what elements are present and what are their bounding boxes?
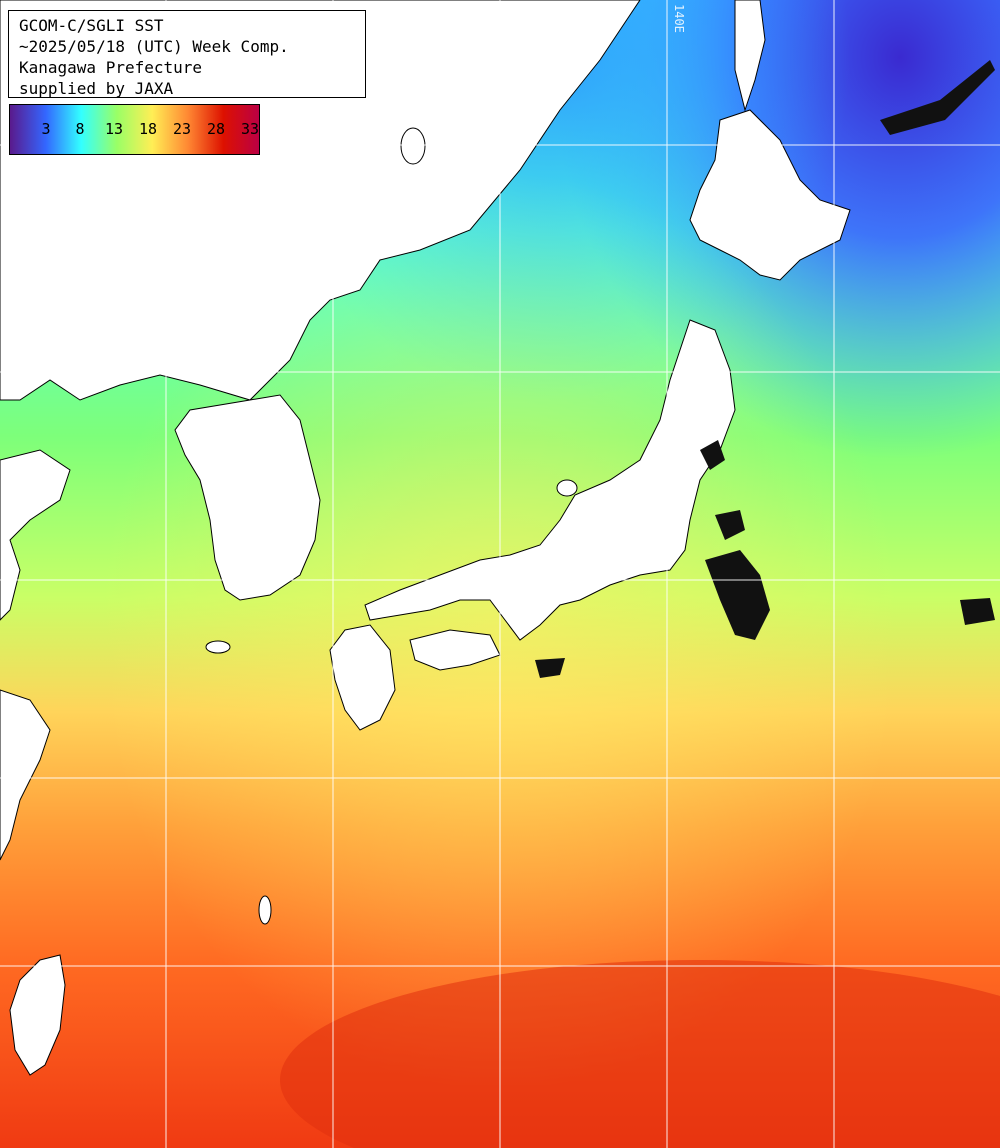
land-masses (0, 0, 851, 1076)
land-china-south (0, 689, 51, 861)
latitude-label: 40N (12, 354, 34, 368)
land-honshu (364, 319, 736, 641)
land-china-coast (0, 449, 71, 621)
land-island-sado (556, 479, 578, 497)
legend-tick-label: 28 (206, 120, 226, 138)
legend-tick-label: 3 (41, 120, 51, 138)
land-taiwan (9, 954, 66, 1076)
cloud-offshore-a (705, 550, 770, 640)
legend-tick-label: 18 (138, 120, 158, 138)
cloud-kii (535, 658, 565, 678)
legend-tick-label: 13 (104, 120, 124, 138)
legend-color-bar (10, 105, 259, 154)
cloud-east (960, 598, 995, 625)
cloud-sanriku (700, 440, 725, 470)
land-island-jeju (205, 640, 231, 654)
land-shikoku (409, 629, 501, 671)
color-legend: 3 8 13 18 23 28 33 (9, 104, 260, 155)
legend-tick-label: 23 (172, 120, 192, 138)
cloud-ne-streak (880, 60, 995, 135)
title-product: GCOM-C/SGLI SST (19, 16, 164, 35)
land-sakhalin (734, 0, 766, 112)
legend-tick-label: 8 (75, 120, 85, 138)
land-hokkaido (689, 109, 851, 281)
deep-red-south (280, 960, 1000, 1148)
legend-ticks: 3 8 13 18 23 28 33 (10, 105, 259, 154)
land-korea (174, 394, 321, 601)
title-region: Kanagawa Prefecture (19, 58, 203, 77)
land-island-rebun (400, 127, 426, 165)
cloud-patches (535, 60, 995, 678)
longitude-label: 140E (672, 4, 686, 33)
title-date: ~2025/05/18 (UTC) Week Comp. (19, 37, 289, 56)
legend-tick-label: 33 (240, 120, 260, 138)
title-box: GCOM-C/SGLI SST ~2025/05/18 (UTC) Week C… (8, 10, 366, 98)
title-credit: supplied by JAXA (19, 79, 174, 98)
cloud-offshore-b (715, 510, 745, 540)
land-asia-north (0, 0, 641, 401)
land-island-okinawa (258, 895, 272, 925)
